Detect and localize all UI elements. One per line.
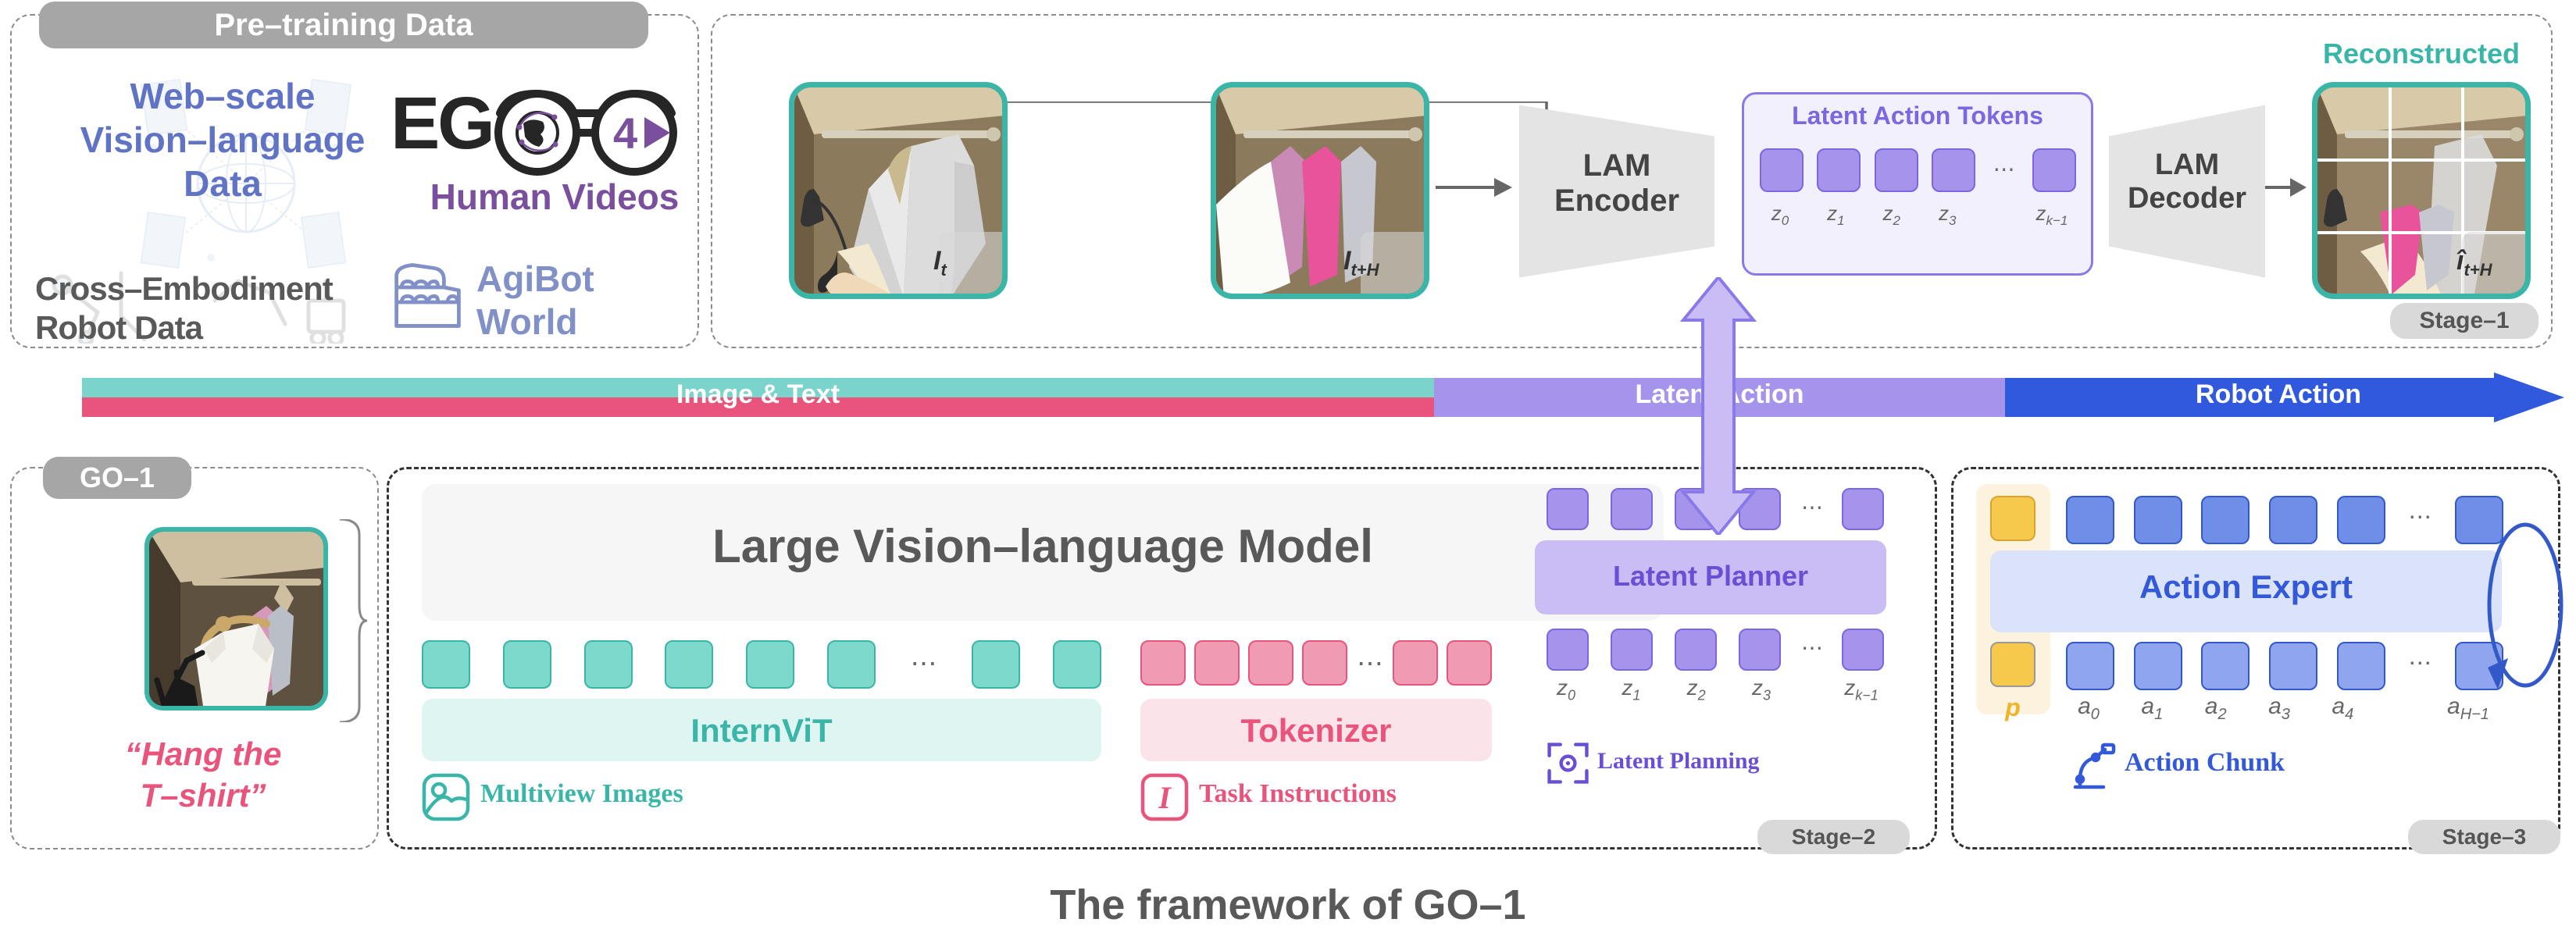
svg-text:E: E bbox=[391, 82, 440, 165]
svg-text:4: 4 bbox=[613, 109, 637, 158]
svg-text:G: G bbox=[437, 82, 495, 165]
svg-text:I: I bbox=[1158, 780, 1172, 815]
